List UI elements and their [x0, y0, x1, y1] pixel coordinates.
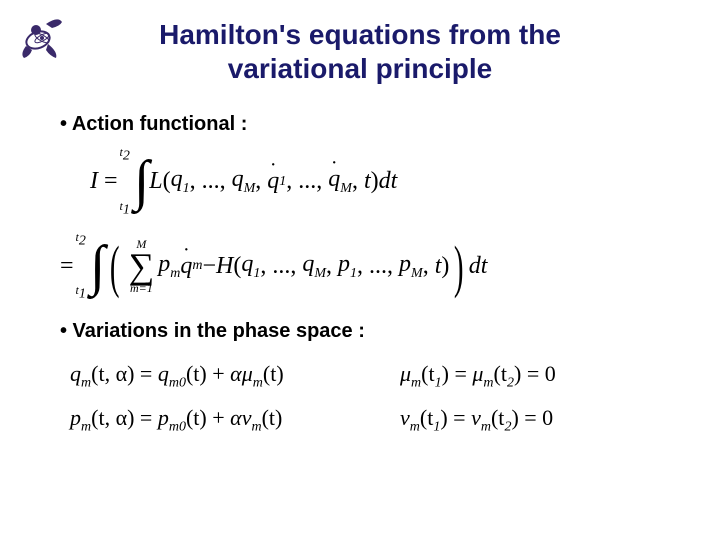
eq-qM: qM [226, 166, 256, 197]
variation-equations: qm(t, α) = qm0(t) + αμm(t) μm(t1) = μm(t… [70, 361, 720, 436]
eq-int-limits: t2 t1 [120, 146, 130, 217]
sum-icon: M ∑ m=1 [129, 237, 155, 296]
bullet-variations: • Variations in the phase space : [60, 320, 720, 343]
eq2-open: ( [233, 253, 241, 280]
big-paren-close: ) [454, 252, 464, 281]
eq2-H: H [216, 253, 233, 280]
eq2-c2: , [423, 253, 435, 280]
title-line-2: variational principle [228, 53, 493, 84]
eq2-p1: p1 [338, 251, 357, 282]
eq-open-paren: ( [163, 168, 171, 195]
var-p-eq: pm(t, α) = pm0(t) + ανm(t) [70, 405, 400, 435]
title-line-1: Hamilton's equations from the [159, 19, 561, 50]
eq2-ell1: , ..., [260, 253, 296, 280]
eq2-pm: pm [158, 251, 180, 282]
eq-ellipsis-2: , ..., [286, 168, 322, 195]
eq2-pM: pM [393, 251, 423, 282]
eq2-ell2: , ..., [357, 253, 393, 280]
var-mu-bc: μm(t1) = μm(t2) = 0 [400, 361, 700, 391]
logo-icon [18, 12, 66, 60]
equation-action-2: = t2 t1 ∫ ( M ∑ m=1 pm qm − H ( q1 , ...… [60, 231, 720, 302]
eq-comma-2: , [352, 168, 364, 195]
equation-action-1: I = t2 t1 ∫ L ( q1 , ..., qM , q1 , ...,… [90, 146, 720, 217]
var-q-eq: qm(t, α) = qm0(t) + αμm(t) [70, 361, 400, 391]
eq2-dt: dt [469, 253, 488, 280]
eq2-c1: , [326, 253, 338, 280]
eq2-int-limits: t2 t1 [76, 231, 86, 302]
eq-ellipsis-1: , ..., [190, 168, 226, 195]
eq-close-paren: ) [371, 168, 379, 195]
eq-lhs-I: I [90, 168, 98, 195]
eq2-t: t [435, 253, 442, 280]
eq2-minus: − [202, 253, 216, 280]
eq-qdotM: qM [322, 166, 352, 197]
eq-L: L [149, 168, 162, 195]
eq-comma-1: , [255, 168, 267, 195]
eq-t: t [364, 168, 371, 195]
eq2-qM: qM [296, 251, 326, 282]
slide-title: Hamilton's equations from the variationa… [0, 0, 720, 85]
eq-qdot1: q [267, 168, 279, 195]
big-paren-open: ( [110, 252, 120, 281]
integral-icon-2: ∫ [90, 247, 105, 286]
eq-q1: q1 [171, 166, 190, 197]
bullet-action-functional: • Action functional : [60, 113, 720, 136]
eq2-close: ) [441, 253, 449, 280]
eq-dt: dt [379, 168, 398, 195]
var-nu-bc: νm(t1) = νm(t2) = 0 [400, 405, 700, 435]
eq2-qdotm: q [180, 253, 192, 280]
integral-icon: ∫ [134, 162, 149, 201]
eq2-q1: q1 [241, 251, 260, 282]
